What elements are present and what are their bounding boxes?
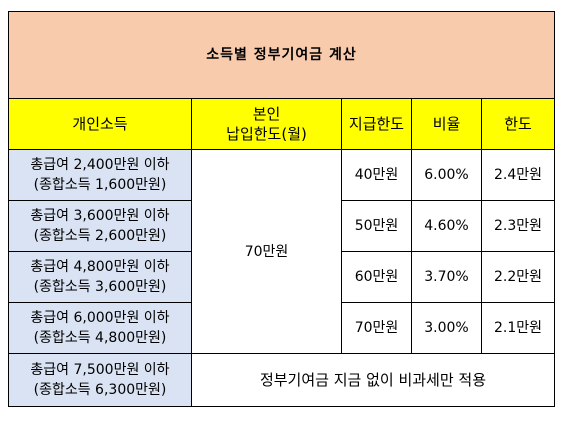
income-cell: 총급여 3,600만원 이하 (종합소득 2,600만원) [8, 200, 192, 252]
table-title: 소득별 정부기여금 계산 [8, 11, 555, 99]
gross-income: 총급여 7,500만원 이하 [30, 362, 170, 378]
gross-income: 총급여 3,600만원 이하 [30, 208, 170, 224]
ratio-cell: 3.00% [411, 302, 482, 354]
header-row: 개인소득 본인 납입한도(월) 지급한도 비율 한도 [8, 98, 555, 150]
gross-income: 총급여 6,000만원 이하 [30, 310, 170, 326]
income-cell: 총급여 4,800만원 이하 (종합소득 3,600만원) [8, 251, 192, 303]
income-cell: 총급여 2,400만원 이하 (종합소득 1,600만원) [8, 149, 192, 201]
support-limit-cell: 50만원 [341, 200, 412, 252]
support-limit-cell: 70만원 [341, 302, 412, 354]
support-limit-cell: 40만원 [341, 149, 412, 201]
combined-income: (종합소득 4,800만원) [33, 330, 167, 346]
table-row: 총급여 6,000만원 이하 (종합소득 4,800만원) 70만원 3.00%… [8, 302, 555, 354]
header-income: 개인소득 [8, 98, 192, 150]
header-limit: 한도 [481, 98, 555, 150]
limit-cell: 2.4만원 [481, 149, 555, 201]
ratio-cell: 6.00% [411, 149, 482, 201]
header-ratio: 비율 [411, 98, 482, 150]
support-limit-cell: 60만원 [341, 251, 412, 303]
limit-cell: 2.2만원 [481, 251, 555, 303]
table-row: 총급여 4,800만원 이하 (종합소득 3,600만원) 60만원 3.70%… [8, 251, 555, 303]
combined-income: (종합소득 6,300만원) [33, 382, 167, 398]
header-deposit-limit: 본인 납입한도(월) [191, 98, 342, 150]
header-deposit-line2: 납입한도(월) [226, 125, 307, 143]
combined-income: (종합소득 3,600만원) [33, 279, 167, 295]
gross-income: 총급여 2,400만원 이하 [30, 157, 170, 173]
table-row: 총급여 3,600만원 이하 (종합소득 2,600만원) 50만원 4.60%… [8, 200, 555, 252]
header-support-limit: 지급한도 [341, 98, 412, 150]
limit-cell: 2.1만원 [481, 302, 555, 354]
income-cell: 총급여 6,000만원 이하 (종합소득 4,800만원) [8, 302, 192, 354]
deposit-limit-value: 70만원 [191, 149, 342, 354]
tax-exempt-note: 정부기여금 지금 없이 비과세만 적용 [191, 353, 555, 407]
table-row: 총급여 2,400만원 이하 (종합소득 1,600만원) 70만원 40만원 … [8, 149, 555, 354]
ratio-cell: 3.70% [411, 251, 482, 303]
header-deposit-line1: 본인 [252, 105, 281, 123]
ratio-cell: 4.60% [411, 200, 482, 252]
income-cell: 총급여 7,500만원 이하 (종합소득 6,300만원) [8, 353, 192, 407]
table-row-last: 총급여 7,500만원 이하 (종합소득 6,300만원) 정부기여금 지금 없… [8, 353, 555, 407]
combined-income: (종합소득 2,600만원) [33, 228, 167, 244]
combined-income: (종합소득 1,600만원) [33, 177, 167, 193]
contribution-table: 소득별 정부기여금 계산 개인소득 본인 납입한도(월) 지급한도 비율 한도 … [8, 11, 555, 407]
gross-income: 총급여 4,800만원 이하 [30, 259, 170, 275]
limit-cell: 2.3만원 [481, 200, 555, 252]
